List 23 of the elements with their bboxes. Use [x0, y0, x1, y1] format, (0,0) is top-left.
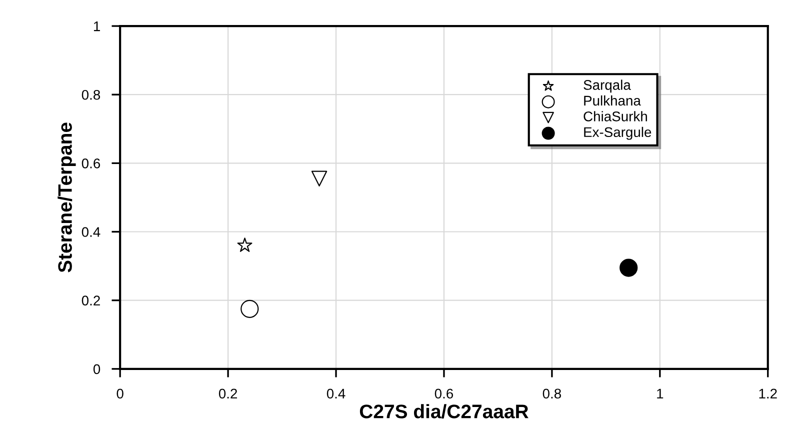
legend-label: Ex-Sargule: [584, 126, 652, 140]
x-tick-label: 0.6: [434, 388, 454, 399]
point: [240, 300, 259, 318]
x-tick-label: 1.2: [759, 388, 777, 398]
x-tick-label: 0.8: [542, 388, 561, 399]
point: [620, 258, 638, 277]
y-axis-title: Sterane/Terpane: [58, 122, 76, 272]
legend-label: ChiaSurkh: [584, 111, 647, 122]
legend-label: Sarqala: [584, 80, 631, 93]
y-tick-label: 0.6: [82, 158, 100, 168]
x-tick-label: 0: [116, 388, 124, 399]
x-tick-label: 1: [657, 388, 664, 398]
legend-label: Pulkhana: [584, 95, 641, 106]
y-tick-label: 1: [94, 22, 100, 32]
x-axis-title: C27S dia/C27aaaR: [360, 404, 528, 419]
x-tick-label: 0.2: [218, 388, 238, 399]
y-tick-label: 0.2: [82, 296, 100, 306]
y-tick-label: 0.4: [82, 227, 100, 237]
point: [237, 238, 252, 252]
y-tick-label: 0: [93, 364, 100, 374]
x-tick-label: 0.4: [326, 388, 346, 399]
y-tick-label: 0.8: [82, 90, 100, 100]
point: [311, 170, 328, 186]
